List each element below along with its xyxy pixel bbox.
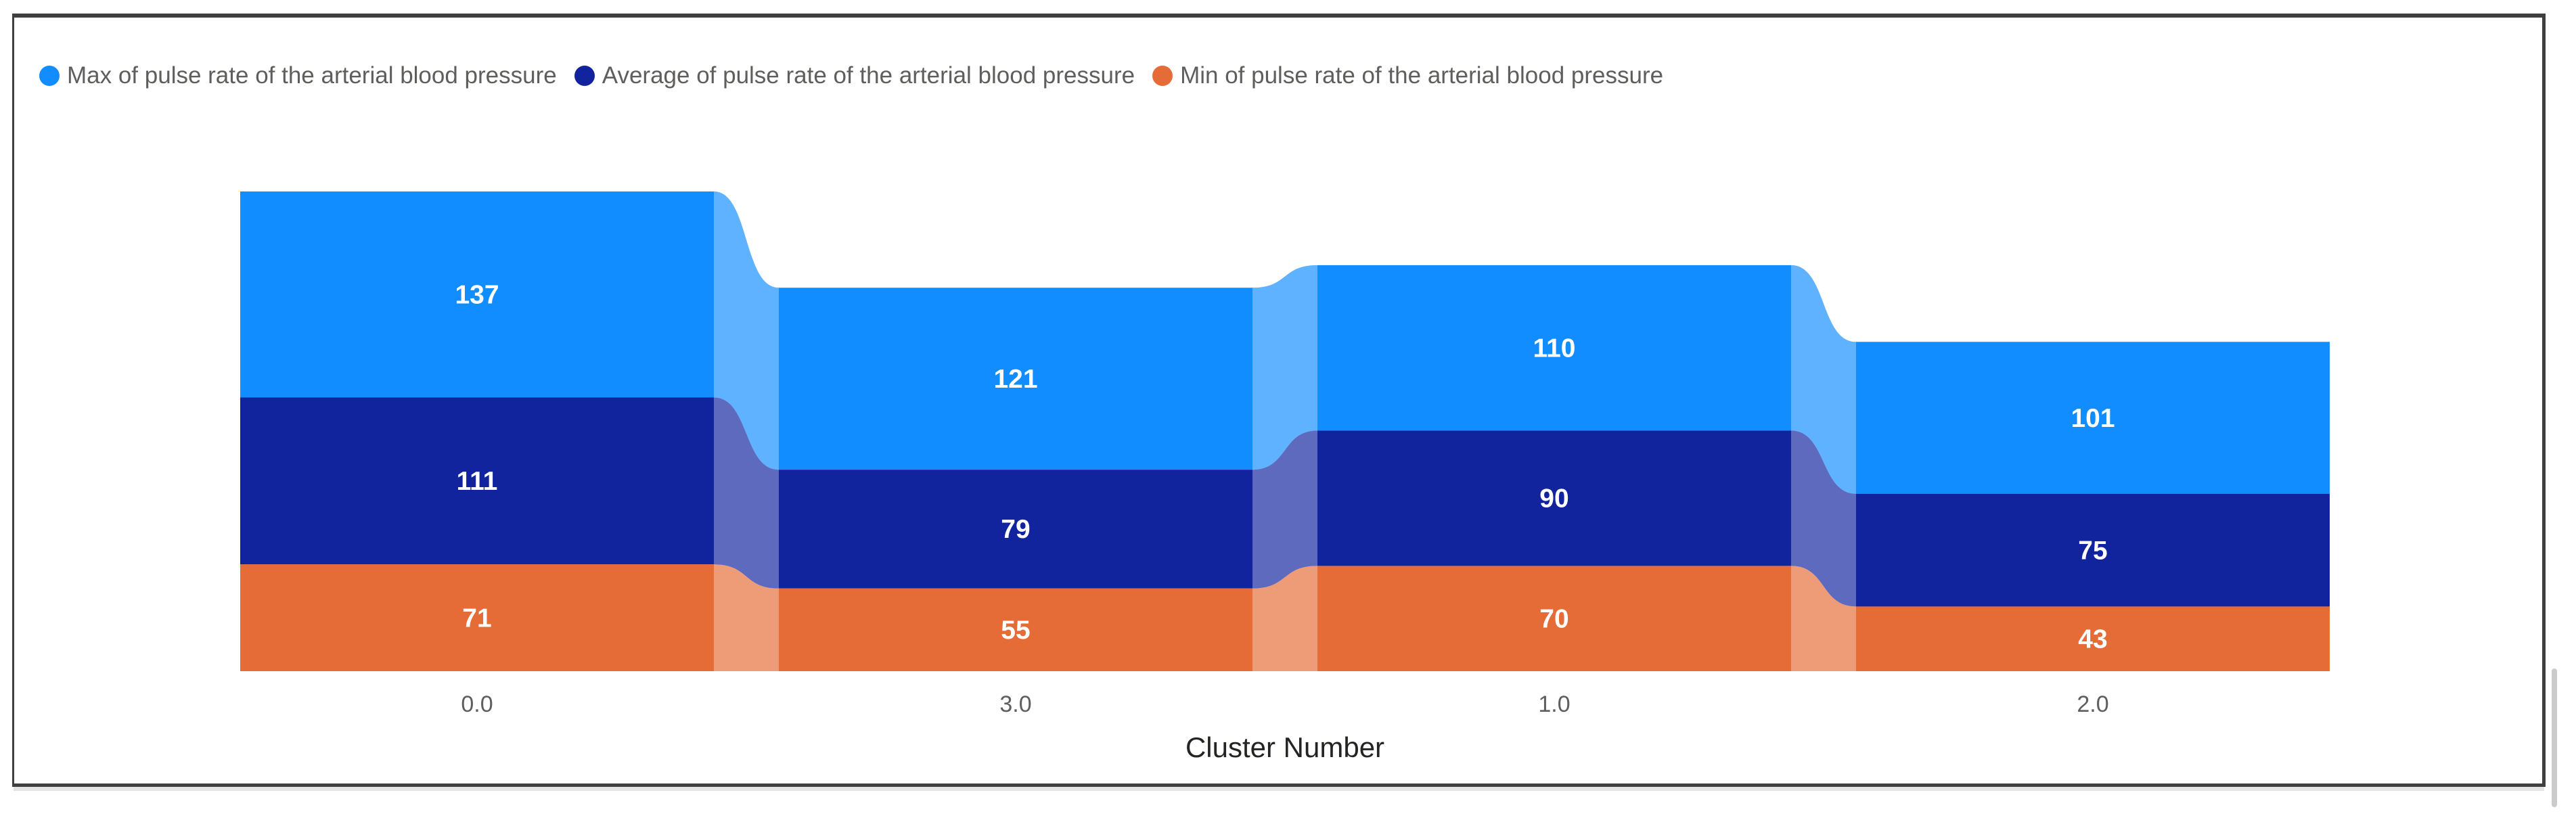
x-axis-tick-label: 2.0 (2077, 691, 2108, 717)
ribbon-connector[interactable] (1791, 430, 1856, 607)
x-axis-tick-label: 3.0 (999, 691, 1031, 717)
bar-segment[interactable] (240, 191, 714, 398)
bar-segment[interactable] (1856, 342, 2330, 494)
ribbon-connector[interactable] (1791, 265, 1856, 494)
ribbon-connector[interactable] (1252, 430, 1317, 589)
scrollbar-thumb[interactable] (2552, 668, 2557, 807)
bar-segment[interactable] (779, 588, 1252, 671)
ribbon-connector[interactable] (714, 191, 779, 470)
bar-value-label: 110 (1533, 334, 1576, 363)
bar-value-label: 90 (1539, 484, 1568, 514)
ribbon-connector[interactable] (1791, 566, 1856, 671)
legend-marker-min-icon (1152, 66, 1173, 86)
bar-segment[interactable] (1317, 265, 1791, 431)
legend-marker-average-icon (574, 66, 595, 86)
legend: Max of pulse rate of the arterial blood … (39, 60, 1663, 92)
bar-segment[interactable] (779, 470, 1252, 589)
bar-value-label: 55 (1001, 616, 1030, 645)
bar-value-label: 121 (993, 365, 1037, 394)
ribbon-connector[interactable] (1252, 265, 1317, 470)
bar-value-label: 111 (457, 467, 498, 496)
legend-item-min[interactable]: Min of pulse rate of the arterial blood … (1152, 62, 1663, 89)
bar-value-label: 71 (462, 604, 491, 633)
ribbon-connector[interactable] (714, 397, 779, 589)
legend-item-max[interactable]: Max of pulse rate of the arterial blood … (39, 62, 557, 89)
legend-marker-max-icon (39, 66, 60, 86)
bar-segment[interactable] (1317, 430, 1791, 566)
x-axis-tick-label: 0.0 (461, 691, 493, 717)
legend-label-average: Average of pulse rate of the arterial bl… (602, 62, 1135, 89)
bar-segment[interactable] (1856, 493, 2330, 607)
bar-value-label: 79 (1001, 515, 1030, 544)
x-axis-tick-label: 1.0 (1538, 691, 1570, 717)
bar-value-label: 75 (2078, 536, 2107, 565)
legend-label-max: Max of pulse rate of the arterial blood … (67, 62, 557, 89)
bar-value-label: 70 (1539, 604, 1568, 633)
legend-item-average[interactable]: Average of pulse rate of the arterial bl… (574, 62, 1135, 89)
x-axis-title: Cluster Number (1185, 731, 1384, 763)
bar-value-label: 101 (2071, 404, 2115, 433)
bar-value-label: 43 (2078, 624, 2107, 654)
bar-segment[interactable] (240, 397, 714, 565)
ribbon-connector[interactable] (714, 564, 779, 671)
ribbon-connector[interactable] (1252, 566, 1317, 671)
bar-segment[interactable] (1856, 606, 2330, 671)
legend-label-min: Min of pulse rate of the arterial blood … (1180, 62, 1664, 89)
bar-segment[interactable] (779, 288, 1252, 470)
bar-segment[interactable] (1317, 566, 1791, 671)
bar-value-label: 137 (455, 281, 499, 310)
bar-segment[interactable] (240, 564, 714, 671)
